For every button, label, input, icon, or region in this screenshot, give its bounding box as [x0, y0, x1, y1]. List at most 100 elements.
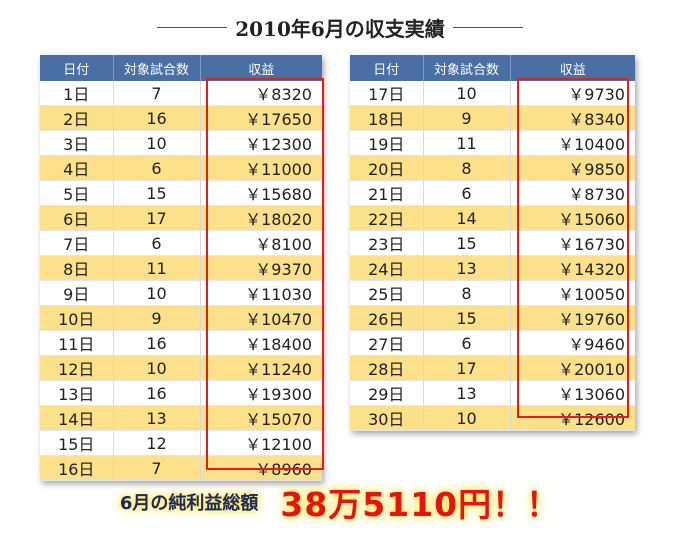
table-row: 24日 13 ￥14320 — [350, 255, 635, 281]
profit-cell: ￥8960 — [200, 455, 322, 481]
profit-cell: ￥11030 — [200, 280, 322, 306]
date-cell: 13日 — [40, 380, 114, 406]
count-cell: 15 — [423, 305, 511, 331]
date-cell: 30日 — [350, 405, 424, 431]
profit-cell: ￥10050 — [510, 280, 635, 306]
count-cell: 6 — [423, 180, 511, 206]
table-row: 12日 10 ￥11240 — [40, 355, 322, 381]
count-cell: 10 — [423, 405, 511, 431]
count-cell: 14 — [423, 205, 511, 231]
date-cell: 20日 — [350, 155, 424, 181]
table-row: 16日 7 ￥8960 — [40, 455, 322, 481]
table-row: 3日 10 ￥12300 — [40, 130, 322, 156]
profit-cell: ￥18400 — [200, 330, 322, 356]
profit-cell: ￥9460 — [510, 330, 635, 356]
date-cell: 18日 — [350, 105, 424, 131]
count-cell: 8 — [423, 280, 511, 306]
table-row: 22日 14 ￥15060 — [350, 205, 635, 231]
count-cell: 11 — [113, 255, 201, 281]
table-row: 13日 16 ￥19300 — [40, 380, 322, 406]
date-cell: 14日 — [40, 405, 114, 431]
profit-cell: ￥8730 — [510, 180, 635, 206]
profit-cell: ￥15680 — [200, 180, 322, 206]
count-cell: 6 — [113, 230, 201, 256]
table-row: 26日 15 ￥19760 — [350, 305, 635, 331]
table-header-row: 日付 対象試合数 収益 — [350, 55, 635, 81]
count-cell: 16 — [113, 380, 201, 406]
date-cell: 11日 — [40, 330, 114, 356]
total-banner: 6月の純利益総額 38万5110円！！ — [0, 478, 680, 526]
date-cell: 22日 — [350, 205, 424, 231]
profit-cell: ￥16730 — [510, 230, 635, 256]
profit-cell: ￥8320 — [200, 81, 322, 106]
count-cell: 16 — [113, 330, 201, 356]
date-cell: 4日 — [40, 155, 114, 181]
profit-cell: ￥12300 — [200, 130, 322, 156]
date-cell: 26日 — [350, 305, 424, 331]
count-cell: 15 — [423, 230, 511, 256]
profit-cell: ￥10470 — [200, 305, 322, 331]
date-cell: 16日 — [40, 455, 114, 481]
count-cell: 10 — [113, 280, 201, 306]
table-row: 5日 15 ￥15680 — [40, 180, 322, 206]
date-cell: 17日 — [350, 81, 424, 106]
date-cell: 29日 — [350, 380, 424, 406]
date-cell: 23日 — [350, 230, 424, 256]
table-row: 23日 15 ￥16730 — [350, 230, 635, 256]
count-cell: 13 — [423, 380, 511, 406]
date-cell: 8日 — [40, 255, 114, 281]
total-value: 38万5110円！！ — [280, 485, 561, 524]
date-cell: 27日 — [350, 330, 424, 356]
profit-cell: ￥17650 — [200, 105, 322, 131]
table-row: 25日 8 ￥10050 — [350, 280, 635, 306]
count-cell: 7 — [113, 81, 201, 106]
count-cell: 9 — [113, 305, 201, 331]
table-row: 4日 6 ￥11000 — [40, 155, 322, 181]
date-cell: 28日 — [350, 355, 424, 381]
count-cell: 9 — [423, 105, 511, 131]
count-cell: 10 — [423, 81, 511, 106]
date-cell: 21日 — [350, 180, 424, 206]
header-date: 日付 — [350, 55, 424, 81]
title-text: 2010年6月の収支実績 — [235, 16, 445, 41]
date-cell: 15日 — [40, 430, 114, 456]
title-rule-right — [452, 26, 523, 28]
count-cell: 13 — [113, 405, 201, 431]
table-row: 15日 12 ￥12100 — [40, 430, 322, 456]
table-row: 18日 9 ￥8340 — [350, 105, 635, 131]
count-cell: 13 — [423, 255, 511, 281]
profit-cell: ￥14320 — [510, 255, 635, 281]
profit-cell: ￥15070 — [200, 405, 322, 431]
table-row: 1日 7 ￥8320 — [40, 81, 322, 106]
count-cell: 17 — [423, 355, 511, 381]
count-cell: 6 — [423, 330, 511, 356]
count-cell: 15 — [113, 180, 201, 206]
count-cell: 8 — [423, 155, 511, 181]
count-cell: 16 — [113, 105, 201, 131]
title-rule-left — [157, 26, 228, 28]
date-cell: 2日 — [40, 105, 114, 131]
profit-cell: ￥13060 — [510, 380, 635, 406]
table-row: 30日 10 ￥12600 — [350, 405, 635, 431]
header-date: 日付 — [40, 55, 114, 81]
table-row: 14日 13 ￥15070 — [40, 405, 322, 431]
date-cell: 9日 — [40, 280, 114, 306]
date-cell: 1日 — [40, 81, 114, 106]
count-cell: 17 — [113, 205, 201, 231]
table-row: 19日 11 ￥10400 — [350, 130, 635, 156]
profit-cell: ￥11240 — [200, 355, 322, 381]
profit-cell: ￥12100 — [200, 430, 322, 456]
table-row: 21日 6 ￥8730 — [350, 180, 635, 206]
date-cell: 25日 — [350, 280, 424, 306]
count-cell: 12 — [113, 430, 201, 456]
results-table-1: 日付 対象試合数 収益 1日 7 ￥8320 2日 16 ￥17650 3日 10 ￥12300… — [40, 55, 322, 481]
table-row: 2日 16 ￥17650 — [40, 105, 322, 131]
total-label: 6月の純利益総額 — [119, 493, 259, 514]
header-profit: 収益 — [200, 55, 322, 81]
count-cell: 10 — [113, 130, 201, 156]
table-row: 11日 16 ￥18400 — [40, 330, 322, 356]
date-cell: 19日 — [350, 130, 424, 156]
table-row: 8日 11 ￥9370 — [40, 255, 322, 281]
table-row: 29日 13 ￥13060 — [350, 380, 635, 406]
profit-cell: ￥15060 — [510, 205, 635, 231]
